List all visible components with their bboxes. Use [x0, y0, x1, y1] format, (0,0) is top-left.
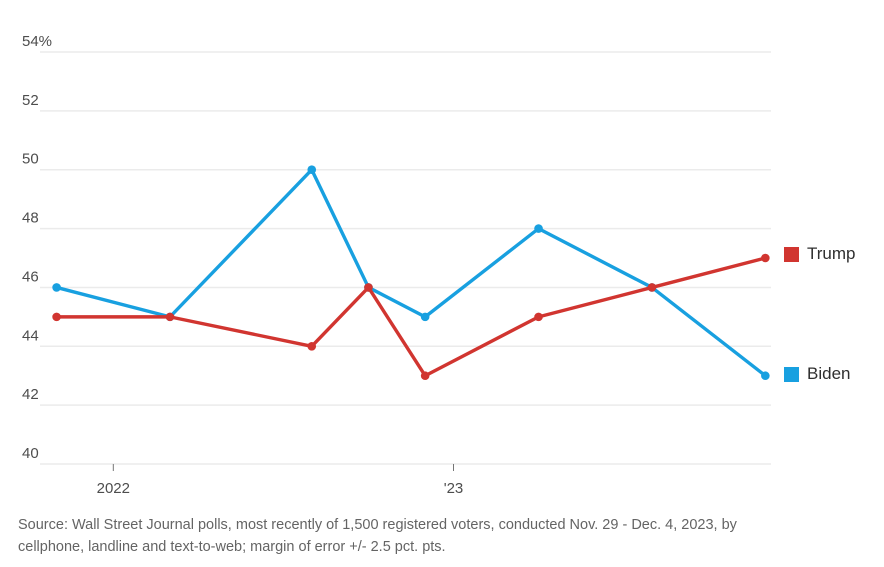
y-tick-label: 42 — [22, 386, 39, 403]
legend-label-biden: Biden — [807, 364, 851, 383]
point-biden — [420, 312, 430, 322]
point-trump — [534, 312, 543, 322]
point-trump — [364, 283, 373, 292]
y-tick-label: 40 — [22, 445, 39, 462]
line-biden — [54, 168, 768, 378]
y-tick-label: 52 — [22, 92, 39, 109]
point-trump — [52, 312, 61, 322]
y-tick-label: 50 — [22, 151, 39, 168]
x-tick-label: 2022 — [97, 480, 130, 497]
legend-item-trump: Trump — [784, 245, 856, 263]
point-trump — [307, 342, 317, 351]
point-trump — [761, 253, 770, 263]
point-biden — [534, 224, 543, 233]
point-trump — [420, 371, 430, 381]
point-biden — [307, 165, 317, 175]
legend-item-biden: Biden — [784, 365, 850, 383]
source-note-line2: cellphone, landline and text-to-web; mar… — [18, 539, 446, 555]
trump-swatch-icon — [784, 246, 799, 262]
point-trump — [165, 312, 175, 322]
y-tick-label: 46 — [22, 268, 39, 285]
point-biden — [52, 283, 61, 292]
source-note: Source: Wall Street Journal polls, most … — [18, 514, 858, 558]
point-trump — [647, 283, 657, 292]
source-note-line1: Source: Wall Street Journal polls, most … — [18, 517, 737, 533]
point-biden — [761, 371, 770, 381]
line-trump — [54, 256, 768, 378]
poll-line-chart: 54% 52 50 48 46 44 42 40 2022 '23 — [22, 33, 771, 497]
y-tick-label: 48 — [22, 210, 39, 227]
y-tick-label: 54% — [22, 33, 52, 50]
legend-label-trump: Trump — [807, 244, 856, 263]
x-tick-label: '23 — [444, 480, 464, 497]
y-tick-label: 44 — [22, 327, 39, 344]
biden-swatch-icon — [784, 366, 799, 382]
